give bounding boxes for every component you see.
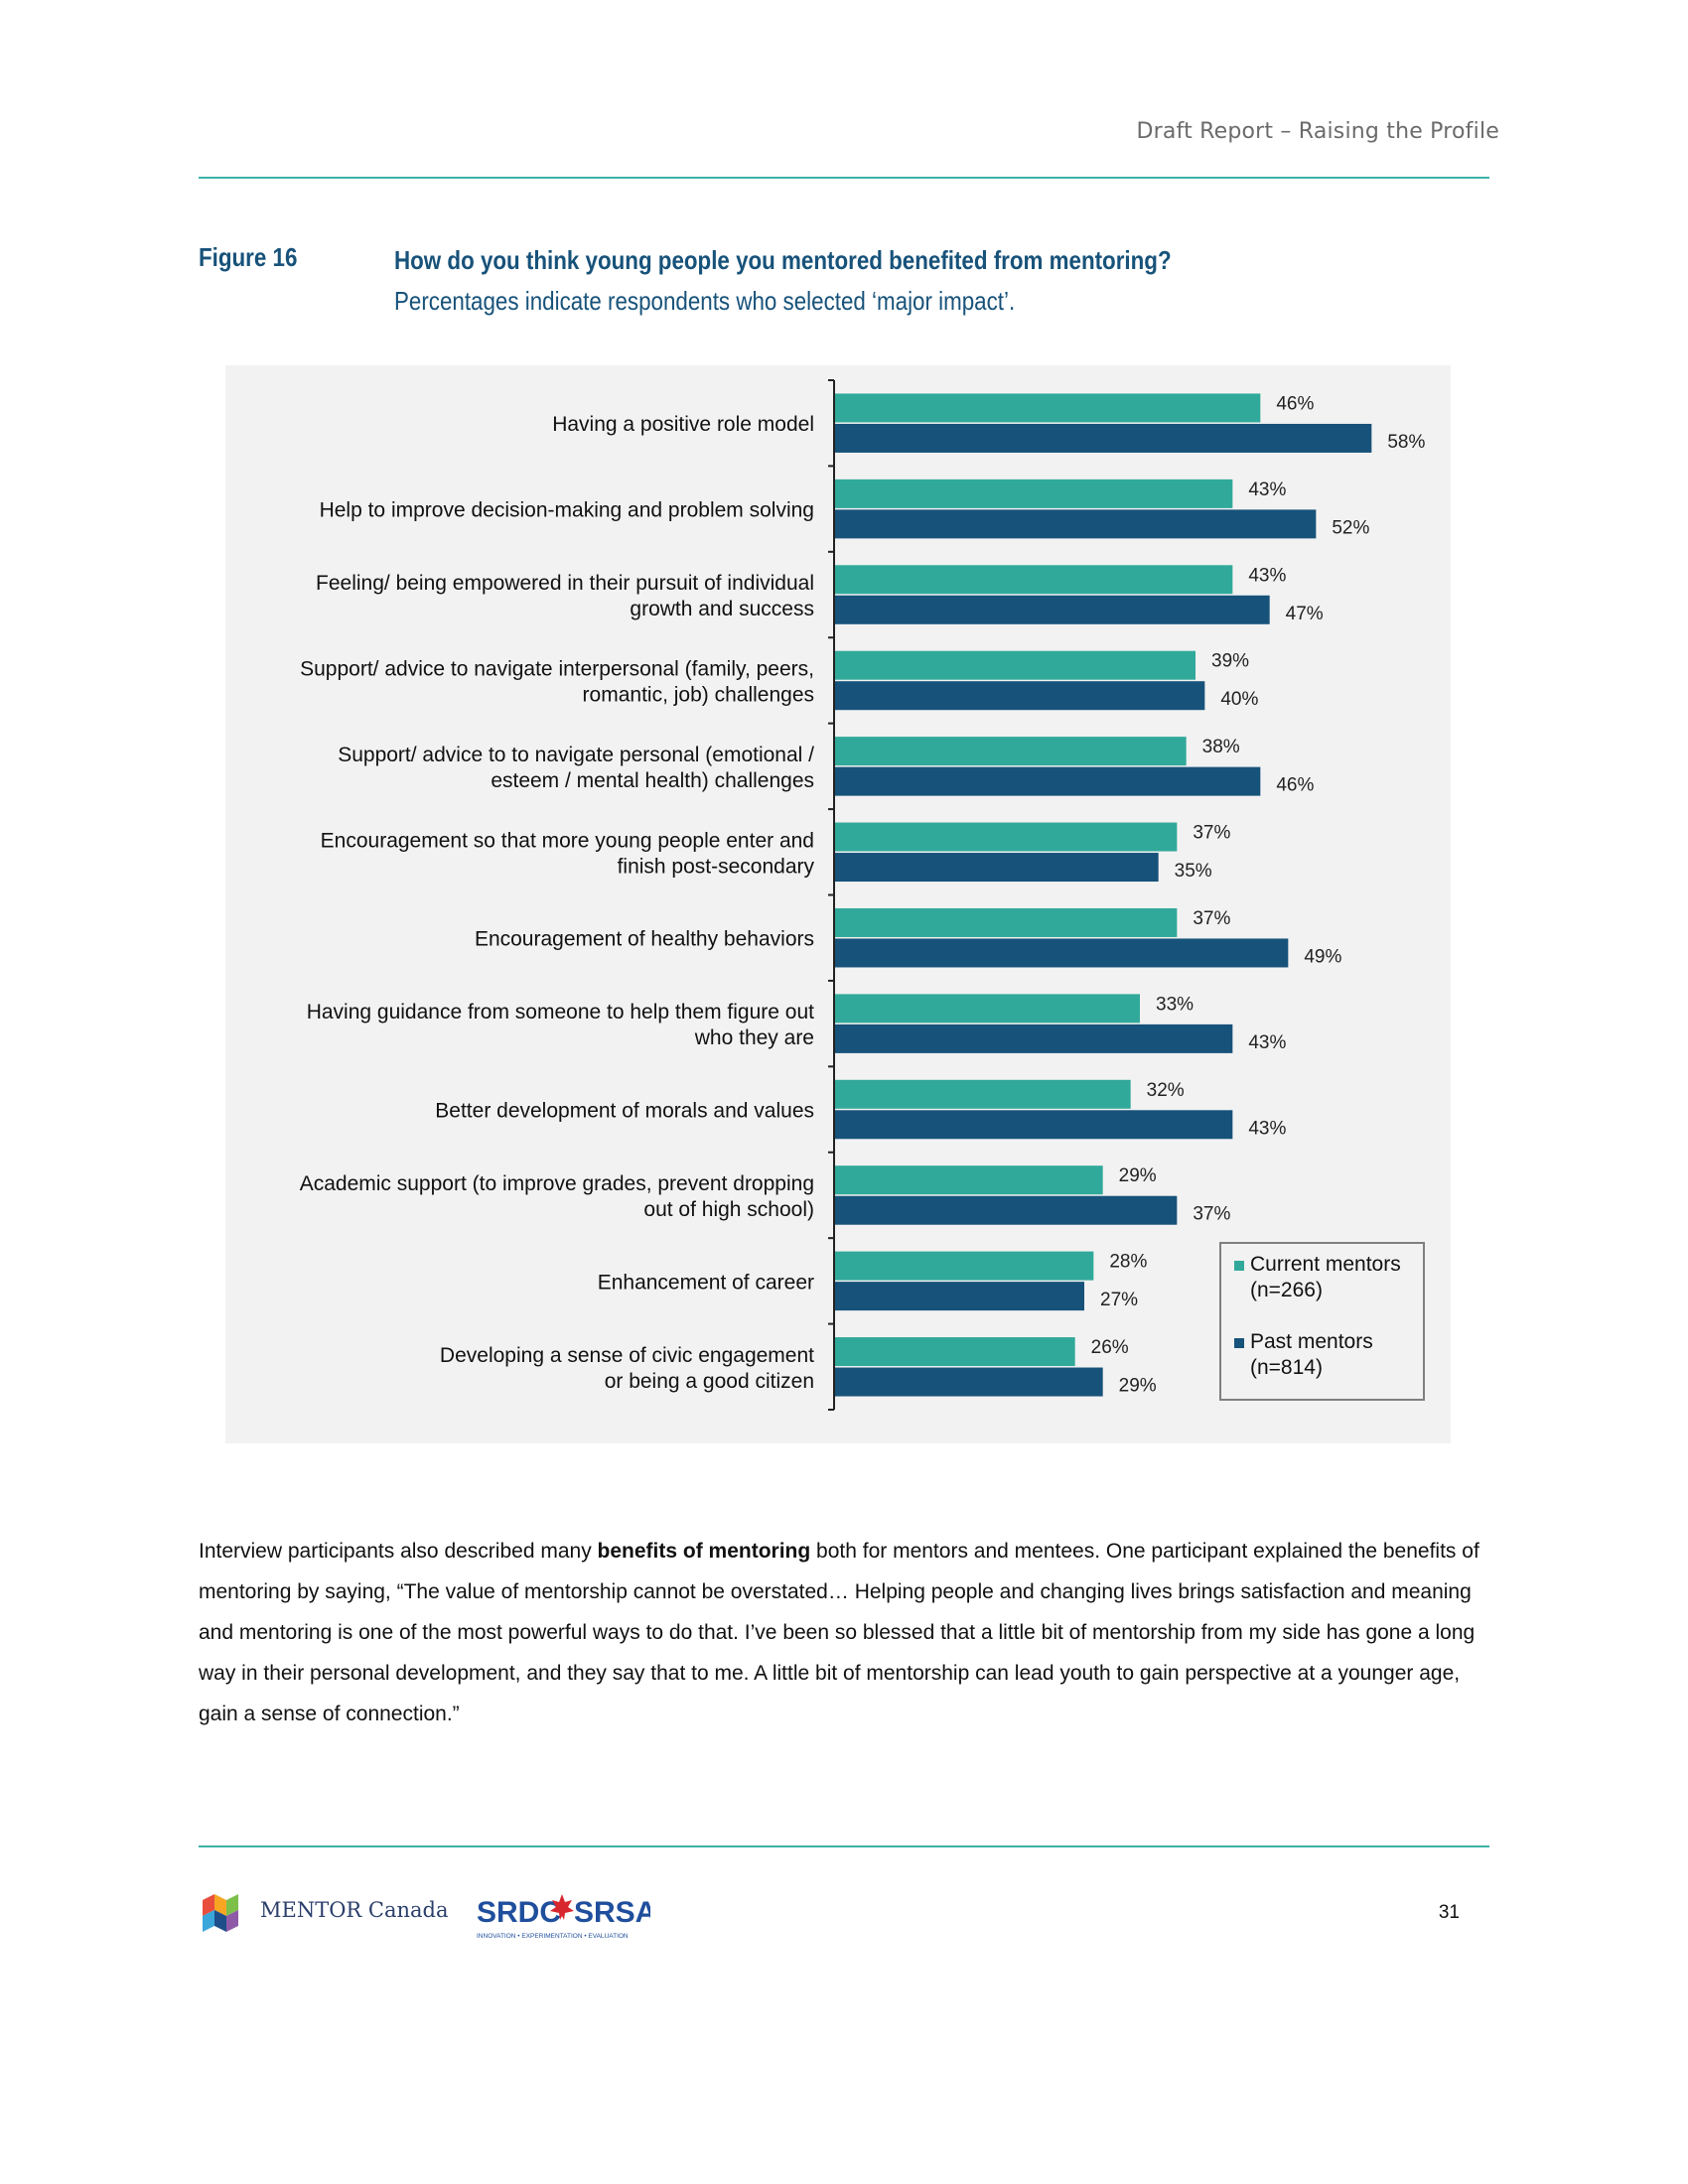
data-label: 27%: [1100, 1290, 1138, 1310]
data-label: 58%: [1387, 432, 1425, 453]
bar-past: [834, 938, 1289, 968]
bar-chart-svg: Having a positive role model 46% 58% Help t…: [225, 365, 1451, 1443]
bar-current: [834, 822, 1178, 852]
mentor-canada-logo: MENTOR Canada: [199, 1886, 449, 1934]
srdc-tagline: INNOVATION • EXPERIMENTATION • EVALUATIO…: [477, 1933, 629, 1940]
bar-current: [834, 478, 1233, 508]
category-label: Having guidance from someone to help the…: [307, 1001, 814, 1024]
bar-past: [834, 1195, 1178, 1225]
bar-current: [834, 1165, 1103, 1195]
category-label: finish post-secondary: [618, 855, 815, 878]
bar-past: [834, 1024, 1233, 1053]
bar-current: [834, 994, 1140, 1024]
category-label: Support/ advice to navigate interpersona…: [300, 657, 814, 680]
svg-text:SRDC: SRDC: [477, 1896, 561, 1929]
figure-question: How do you think young people you mentor…: [394, 245, 1172, 275]
svg-text:SRSA: SRSA: [574, 1896, 650, 1929]
srdc-srsa-logo: SRDC SRSA INNOVATION • EXPERIMENTATION •…: [477, 1894, 650, 1940]
legend-box: [1219, 1242, 1425, 1401]
bar-past: [834, 681, 1205, 711]
category-label: Enhancement of career: [598, 1271, 814, 1294]
data-label: 43%: [1248, 479, 1286, 500]
bar-past: [834, 766, 1261, 796]
data-label: 37%: [1193, 823, 1230, 844]
bar-past: [834, 1110, 1233, 1140]
data-label: 52%: [1332, 517, 1369, 538]
data-label: 46%: [1276, 775, 1314, 796]
bar-current: [834, 393, 1261, 423]
bar-past: [834, 509, 1317, 539]
bar-current: [834, 907, 1178, 937]
data-label: 29%: [1119, 1165, 1157, 1186]
data-label: 32%: [1147, 1080, 1185, 1101]
category-label: esteem / mental health) challenges: [491, 769, 814, 792]
bar-past: [834, 1367, 1103, 1397]
header-divider: [199, 177, 1489, 179]
data-label: 38%: [1202, 737, 1240, 757]
category-label: out of high school): [643, 1198, 814, 1221]
data-label: 37%: [1193, 1204, 1230, 1225]
category-label: who they are: [694, 1026, 814, 1049]
data-label: 29%: [1119, 1376, 1157, 1397]
bar-past: [834, 853, 1159, 883]
data-label: 49%: [1304, 946, 1341, 967]
data-label: 39%: [1211, 651, 1249, 672]
legend-swatch: [1234, 1338, 1244, 1348]
figure-caption: How do you think young people you mentor…: [394, 240, 1282, 322]
category-label: Support/ advice to to navigate personal …: [338, 744, 814, 766]
bar-current: [834, 650, 1196, 680]
data-label: 43%: [1248, 1032, 1286, 1053]
figure-note: Percentages indicate respondents who sel…: [394, 286, 1016, 316]
data-label: 26%: [1091, 1337, 1129, 1358]
category-label: Developing a sense of civic engagement: [440, 1344, 814, 1367]
footer-divider: [199, 1845, 1489, 1847]
mentor-canada-logo-mark: [203, 1894, 238, 1932]
bar-past: [834, 595, 1270, 624]
data-label: 33%: [1156, 994, 1194, 1015]
data-label: 37%: [1193, 908, 1230, 929]
body-bold-phrase: benefits of mentoring: [597, 1540, 811, 1563]
bar-current: [834, 1251, 1094, 1281]
bar-chart: Having a positive role model 46% 58% Help t…: [225, 365, 1451, 1443]
data-label: 47%: [1286, 604, 1324, 624]
legend-label: (n=266): [1250, 1279, 1323, 1301]
legend-swatch: [1234, 1261, 1244, 1271]
running-header: Draft Report – Raising the Profile: [1136, 119, 1499, 144]
data-label: 46%: [1276, 393, 1314, 414]
body-text-rest: both for mentors and mentees. One partic…: [199, 1540, 1479, 1725]
data-label: 35%: [1175, 861, 1212, 882]
data-label: 43%: [1248, 565, 1286, 586]
category-label: Encouragement so that more young people …: [321, 829, 814, 852]
page-number: 31: [1438, 1902, 1460, 1923]
category-label: Having a positive role model: [552, 413, 814, 436]
bar-current: [834, 565, 1233, 595]
bar-past: [834, 1282, 1084, 1311]
category-label: or being a good citizen: [605, 1370, 814, 1393]
category-label: growth and success: [630, 598, 814, 620]
category-label: Encouragement of healthy behaviors: [475, 928, 814, 951]
category-label: Feeling/ being empowered in their pursui…: [316, 572, 814, 595]
category-label: Help to improve decision-making and prob…: [320, 499, 814, 522]
body-paragraph: Interview participants also described ma…: [199, 1531, 1489, 1734]
data-label: 40%: [1220, 689, 1258, 710]
legend-label: Past mentors: [1250, 1330, 1373, 1353]
category-label: Academic support (to improve grades, pre…: [300, 1172, 814, 1195]
figure-label: Figure 16: [199, 242, 298, 272]
legend-label: Current mentors: [1250, 1253, 1401, 1276]
bar-current: [834, 1079, 1131, 1109]
category-label: Better development of morals and values: [435, 1100, 814, 1123]
body-text-start: Interview participants also described ma…: [199, 1540, 598, 1563]
data-label: 43%: [1248, 1118, 1286, 1139]
category-label: romantic, job) challenges: [583, 683, 814, 706]
mentor-canada-logo-text: MENTOR Canada: [260, 1898, 449, 1922]
legend-label: (n=814): [1250, 1356, 1323, 1379]
bar-past: [834, 423, 1372, 453]
bar-current: [834, 1337, 1075, 1367]
bar-current: [834, 737, 1187, 766]
data-label: 28%: [1109, 1252, 1147, 1273]
